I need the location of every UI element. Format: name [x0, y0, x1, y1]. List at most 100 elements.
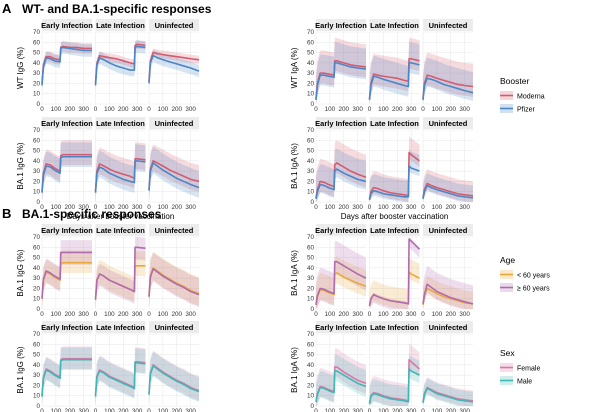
facet-strip [95, 117, 146, 129]
series-line [368, 165, 420, 201]
y-tick-label: 30 [33, 168, 41, 175]
series-ribbon [316, 148, 366, 202]
series-ribbon [42, 347, 92, 406]
series-line [422, 77, 474, 100]
y-tick-label: 20 [307, 178, 315, 185]
series-line [148, 268, 200, 297]
y-tick-label: 50 [307, 148, 315, 155]
series-ribbon [316, 348, 366, 406]
x-tick-label: 100 [158, 204, 169, 211]
series-line [422, 184, 474, 200]
x-tick-label: 0 [421, 311, 425, 318]
facet-early-infection: Early Infection 0 100 200 300 0 10 20 30 40 50 60 70 [307, 117, 367, 211]
y-tick-label: 40 [33, 265, 41, 272]
x-tick-label: 100 [104, 106, 115, 113]
y-tick-label: 50 [307, 352, 315, 359]
y-tick-label: 10 [33, 189, 41, 196]
y-axis-label: WT IgA (%) [290, 47, 299, 88]
facet-title: Late Infection [96, 21, 145, 30]
facet-title: Uninfected [155, 21, 194, 30]
y-axis-label: BA.1 IgA (%) [290, 143, 299, 189]
facet-uninfected: Uninfected 0 100 200 300 [147, 321, 200, 412]
x-tick-label: 0 [94, 311, 98, 318]
y-tick-label: 60 [307, 137, 315, 144]
facet-early-infection: Early Infection 0 100 200 300 0 10 20 30 40 50 60 70 [33, 117, 93, 211]
x-tick-label: 300 [352, 408, 363, 412]
x-tick-label: 0 [40, 106, 44, 113]
x-tick-label: 100 [158, 106, 169, 113]
x-tick-label: 300 [132, 311, 143, 318]
x-tick-label: 300 [185, 106, 196, 113]
x-tick-label: 200 [392, 204, 403, 211]
series-ribbon [423, 265, 473, 309]
facet-title: Late Infection [370, 226, 419, 235]
facet-strip [316, 321, 366, 333]
x-tick-label: 0 [94, 204, 98, 211]
legend-sex: Sex Female Male [500, 348, 540, 386]
series-line [368, 62, 420, 100]
x-tick-label: 100 [378, 106, 389, 113]
series-line [94, 362, 146, 397]
y-tick-label: 70 [307, 29, 315, 36]
x-tick-label: 0 [40, 311, 44, 318]
x-tick-label: 0 [421, 204, 425, 211]
x-tick-label: 300 [352, 311, 363, 318]
y-tick-label: 50 [33, 148, 41, 155]
series-ribbon [42, 346, 92, 406]
series-ribbon [95, 40, 146, 88]
x-tick-label: 100 [51, 311, 62, 318]
legend-item-label: Pfizer [517, 107, 536, 114]
series-line [368, 238, 421, 307]
panel-b-title: BA.1-specific responses [22, 207, 162, 221]
y-axis-label: BA.1 IgG (%) [16, 346, 25, 393]
y-tick-label: 10 [307, 91, 315, 98]
y-tick-label: 0 [36, 199, 40, 206]
y-axis-label: BA.1 IgA (%) [290, 250, 299, 296]
x-tick-label: 0 [314, 311, 318, 318]
facet-title: Uninfected [155, 119, 194, 128]
facet-strip [42, 224, 92, 236]
y-tick-label: 10 [307, 189, 315, 196]
x-tick-label: 300 [78, 106, 89, 113]
x-tick-label: 200 [392, 106, 403, 113]
y-tick-label: 0 [310, 306, 314, 313]
x-tick-label: 200 [65, 311, 76, 318]
facet-title: Uninfected [155, 226, 194, 235]
x-tick-label: 300 [132, 106, 143, 113]
x-tick-label: 0 [368, 408, 372, 412]
x-tick-label: 200 [172, 408, 183, 412]
x-tick-label: 200 [446, 204, 457, 211]
facet-title: Early Infection [315, 226, 367, 235]
x-tick-label: 0 [314, 408, 318, 412]
x-tick-label: 200 [118, 106, 129, 113]
facet-early-infection: Early Infection 0 100 200 300 0 10 20 30 40 50 60 70 [307, 321, 367, 412]
x-tick-label: 0 [421, 408, 425, 412]
y-tick-label: 30 [33, 70, 41, 77]
y-tick-label: 50 [307, 50, 315, 57]
facet-title: Uninfected [429, 323, 468, 332]
series-line [148, 54, 200, 84]
x-tick-label: 100 [325, 106, 336, 113]
y-tick-label: 60 [33, 137, 41, 144]
x-tick-label: 100 [158, 311, 169, 318]
facet-title: Early Infection [315, 119, 367, 128]
y-tick-label: 70 [307, 234, 315, 241]
x-tick-label: 0 [368, 106, 372, 113]
facet-title: Early Infection [41, 226, 93, 235]
x-tick-label: 100 [51, 106, 62, 113]
series-line [368, 151, 420, 200]
y-tick-label: 40 [307, 265, 315, 272]
series-line [94, 45, 146, 86]
series-ribbon [42, 240, 92, 309]
x-tick-label: 200 [392, 311, 403, 318]
facet-late-infection: Late Infection 0 100 200 300 [94, 224, 146, 318]
y-tick-label: 0 [310, 199, 314, 206]
y-tick-label: 40 [307, 158, 315, 165]
series-line [315, 260, 367, 306]
series-ribbon [369, 354, 420, 406]
x-tick-label: 100 [325, 311, 336, 318]
x-tick-label: 200 [392, 408, 403, 412]
